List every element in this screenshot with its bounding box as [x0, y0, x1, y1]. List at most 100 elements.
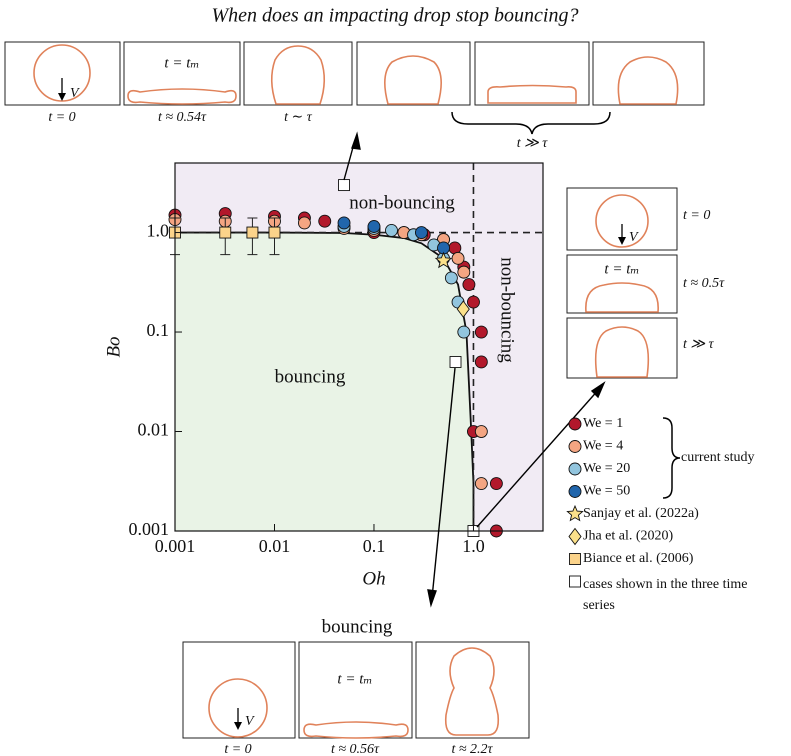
time-label: t = 0	[683, 208, 710, 223]
drop	[384, 55, 442, 105]
drop	[585, 282, 659, 313]
panel	[592, 41, 705, 106]
legend-marker	[568, 462, 582, 476]
x-axis-label: Oh	[362, 568, 385, 589]
data-point	[444, 271, 458, 285]
chart-title: When does an impacting drop stop bouncin…	[211, 5, 578, 27]
legend-label: Jha et al. (2020)	[583, 529, 674, 544]
region-label: non-bouncing	[497, 257, 518, 363]
series-title: bouncing	[322, 616, 393, 637]
legend-label: We = 20	[583, 461, 630, 476]
panel	[474, 41, 590, 106]
time-label: t = tₘ	[604, 261, 639, 277]
velocity-label: V	[245, 714, 255, 729]
y-tick-label: 0.01	[138, 420, 170, 440]
data-point	[462, 278, 476, 292]
y-axis-label: Bo	[103, 336, 124, 357]
drop	[595, 194, 649, 248]
data-point	[489, 477, 503, 490]
legend-label: Biance et al. (2006)	[583, 551, 694, 566]
arrow-head	[351, 131, 361, 150]
plot-frame	[174, 162, 544, 532]
legend-marker	[568, 440, 582, 453]
data-point	[337, 216, 351, 230]
pointer-arrow	[431, 367, 456, 599]
legend: We = 1 We = 4 We = 20 We = 50 Sanjay et al. …	[566, 416, 699, 588]
legend-marker	[568, 485, 582, 498]
data-point	[457, 265, 471, 279]
panel	[566, 317, 678, 379]
panel	[356, 41, 471, 106]
time-label: t = tₘ	[337, 671, 372, 687]
data-point	[467, 295, 480, 309]
data-point	[318, 214, 332, 228]
data-point	[434, 251, 453, 269]
velocity-label: V	[629, 230, 639, 245]
brace	[451, 111, 611, 135]
data-point	[474, 325, 488, 339]
drop	[487, 84, 577, 104]
legend-label: We = 4	[583, 439, 623, 454]
x-tick-label: 1.0	[462, 536, 485, 556]
drop	[444, 647, 500, 736]
panel	[243, 41, 353, 106]
time-label: t ≈ 0.56τ	[331, 742, 380, 756]
data-point	[219, 226, 232, 239]
x-tick-label: 0.01	[259, 536, 291, 556]
region-label: non-bouncing	[349, 192, 455, 213]
pointer-arrows	[343, 131, 606, 608]
y-tick-label: 0.1	[147, 320, 170, 340]
data-point	[246, 226, 259, 239]
top-time-series: V t = 0 t = tₘ t ≈ 0.54τ t ∼ τ t ≫ τ	[4, 41, 705, 151]
data-point	[338, 179, 350, 192]
arrow-head	[590, 381, 606, 399]
x-tick-label: 0.001	[155, 536, 196, 556]
legend-marker	[569, 575, 581, 588]
data-point	[451, 251, 465, 265]
pointer-arrow	[476, 387, 601, 528]
legend-brace	[662, 417, 681, 499]
time-label: t ∼ τ	[284, 110, 313, 125]
drop	[127, 88, 237, 105]
legend-label: Sanjay et al. (2022a)	[583, 506, 699, 521]
region-label: bouncing	[275, 366, 346, 387]
panel	[123, 41, 241, 106]
time-label: t ≫ τ	[517, 136, 549, 151]
x-tick-label: 0.1	[363, 536, 386, 556]
panel	[298, 641, 413, 739]
legend-marker	[568, 527, 582, 546]
legend-label: We = 50	[583, 484, 630, 499]
bouncing-region	[175, 232, 474, 531]
data-point	[457, 325, 471, 339]
velocity-label: V	[70, 86, 80, 101]
time-label: t ≈ 0.5τ	[683, 276, 725, 291]
time-label: t ≫ τ	[683, 337, 715, 352]
time-label: t ≈ 2.2τ	[451, 742, 493, 756]
arrow-head	[234, 722, 242, 730]
drop	[208, 678, 268, 738]
arrow-head	[618, 237, 626, 245]
drop	[270, 45, 326, 105]
panel	[415, 641, 530, 739]
legend-marker	[568, 417, 582, 431]
data-point	[268, 226, 281, 239]
data-point	[474, 425, 488, 438]
data-point	[414, 226, 428, 239]
bottom-time-series: bouncing V t = 0 t = tₘ t ≈ 0.56τ t ≈ 2.…	[182, 616, 530, 756]
data-point	[449, 356, 462, 368]
data-point	[456, 300, 470, 318]
arrow-head	[427, 589, 437, 608]
legend-label: We = 1	[583, 416, 623, 431]
legend-group-label: current study	[681, 450, 754, 465]
arrow-head	[58, 93, 66, 101]
y-tick-label: 0.001	[129, 519, 170, 539]
data-point	[385, 223, 398, 237]
y-tick-label: 1.0	[147, 221, 170, 241]
data-point	[474, 477, 488, 490]
legend-marker	[569, 553, 581, 565]
data-point	[367, 220, 381, 233]
drop	[303, 721, 409, 739]
